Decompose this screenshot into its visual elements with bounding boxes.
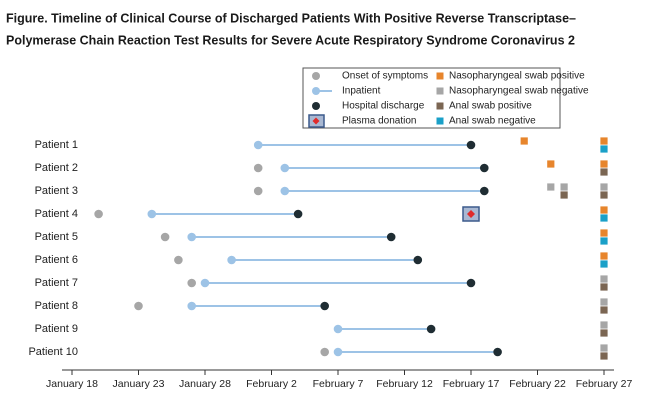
onset-dot xyxy=(94,209,103,219)
swab-square xyxy=(600,168,608,176)
admission-dot xyxy=(280,163,290,173)
chart-title: Polymerase Chain Reaction Test Results f… xyxy=(6,33,575,47)
swab-square xyxy=(600,344,608,352)
swab-square xyxy=(600,306,608,314)
legend-label: Nasopharyngeal swab positive xyxy=(449,71,585,82)
row-label: Patient 5 xyxy=(35,231,78,243)
legend-swatch xyxy=(312,72,320,80)
discharge-dot xyxy=(480,186,489,196)
swab-square xyxy=(600,160,608,168)
x-tick-label: February 17 xyxy=(443,378,500,390)
row-label: Patient 3 xyxy=(35,185,78,197)
legend-swatch xyxy=(436,87,444,95)
swab-square xyxy=(600,352,608,360)
swab-square xyxy=(600,191,608,199)
admission-dot xyxy=(280,186,290,196)
discharge-dot xyxy=(480,163,489,173)
x-tick-label: February 12 xyxy=(376,378,433,390)
x-tick-label: February 27 xyxy=(576,378,633,390)
admission-dot xyxy=(333,347,343,357)
swab-square xyxy=(520,137,528,145)
row-label: Patient 8 xyxy=(35,300,78,312)
onset-dot xyxy=(320,347,330,357)
discharge-dot xyxy=(426,324,436,334)
legend-label: Anal swab negative xyxy=(449,116,536,127)
swab-square xyxy=(600,298,608,306)
swab-square xyxy=(600,260,608,268)
admission-dot xyxy=(200,278,210,288)
swab-square xyxy=(600,275,608,283)
x-tick-label: January 28 xyxy=(179,378,231,390)
plasma-icon xyxy=(467,210,475,218)
legend-swatch xyxy=(436,72,444,80)
legend-swatch xyxy=(312,102,320,110)
legend-label: Anal swab positive xyxy=(449,101,532,112)
legend-label: Onset of symptoms xyxy=(342,71,428,82)
swab-square xyxy=(600,137,608,145)
plasma-donation xyxy=(462,206,480,222)
discharge-dot xyxy=(466,278,476,288)
admission-dot xyxy=(227,255,236,265)
discharge-dot xyxy=(293,209,303,219)
swab-square xyxy=(600,183,608,191)
admission-dot xyxy=(187,301,196,311)
onset-dot xyxy=(174,255,183,265)
swab-square xyxy=(547,183,555,191)
row-label: Patient 1 xyxy=(35,139,78,151)
row-label: Patient 9 xyxy=(35,323,78,335)
admission-dot xyxy=(147,209,157,219)
row-label: Patient 7 xyxy=(35,277,78,289)
x-tick-label: February 7 xyxy=(313,378,364,390)
admission-dot xyxy=(187,232,196,242)
x-tick-label: January 18 xyxy=(46,378,98,390)
x-tick-label: January 23 xyxy=(113,378,165,390)
swab-square xyxy=(600,145,608,153)
row-label: Patient 6 xyxy=(35,254,78,266)
legend-swatch xyxy=(436,117,444,125)
swab-square xyxy=(600,321,608,329)
discharge-dot xyxy=(493,347,502,357)
swab-square xyxy=(547,160,555,168)
discharge-dot xyxy=(466,140,476,150)
chart-title: Figure. Timeline of Clinical Course of D… xyxy=(6,11,576,25)
swab-square xyxy=(600,214,608,222)
row-label: Patient 2 xyxy=(35,162,78,174)
legend-label: Inpatient xyxy=(342,86,381,97)
swab-square xyxy=(600,329,608,337)
legend-swatch xyxy=(312,87,320,95)
onset-dot xyxy=(187,278,196,288)
row-label: Patient 10 xyxy=(28,346,78,358)
swab-square xyxy=(600,229,608,237)
onset-dot xyxy=(253,186,263,196)
legend-swatch xyxy=(312,117,320,125)
discharge-dot xyxy=(320,301,330,311)
x-tick-label: February 2 xyxy=(246,378,297,390)
discharge-dot xyxy=(413,255,423,265)
row-label: Patient 4 xyxy=(35,208,78,220)
swab-square xyxy=(560,183,568,191)
x-tick-label: February 22 xyxy=(509,378,566,390)
admission-dot xyxy=(253,140,263,150)
legend-swatch xyxy=(436,102,444,110)
admission-dot xyxy=(333,324,343,334)
onset-dot xyxy=(253,163,263,173)
swab-square xyxy=(600,252,608,260)
swab-square xyxy=(600,283,608,291)
legend-label: Nasopharyngeal swab negative xyxy=(449,86,589,97)
onset-dot xyxy=(160,232,170,242)
onset-dot xyxy=(134,301,143,311)
swab-square xyxy=(560,191,568,199)
discharge-dot xyxy=(386,232,396,242)
legend-label: Hospital discharge xyxy=(342,101,425,112)
swab-square xyxy=(600,237,608,245)
swab-square xyxy=(600,206,608,214)
legend-box xyxy=(302,67,561,129)
legend-label: Plasma donation xyxy=(342,116,417,127)
